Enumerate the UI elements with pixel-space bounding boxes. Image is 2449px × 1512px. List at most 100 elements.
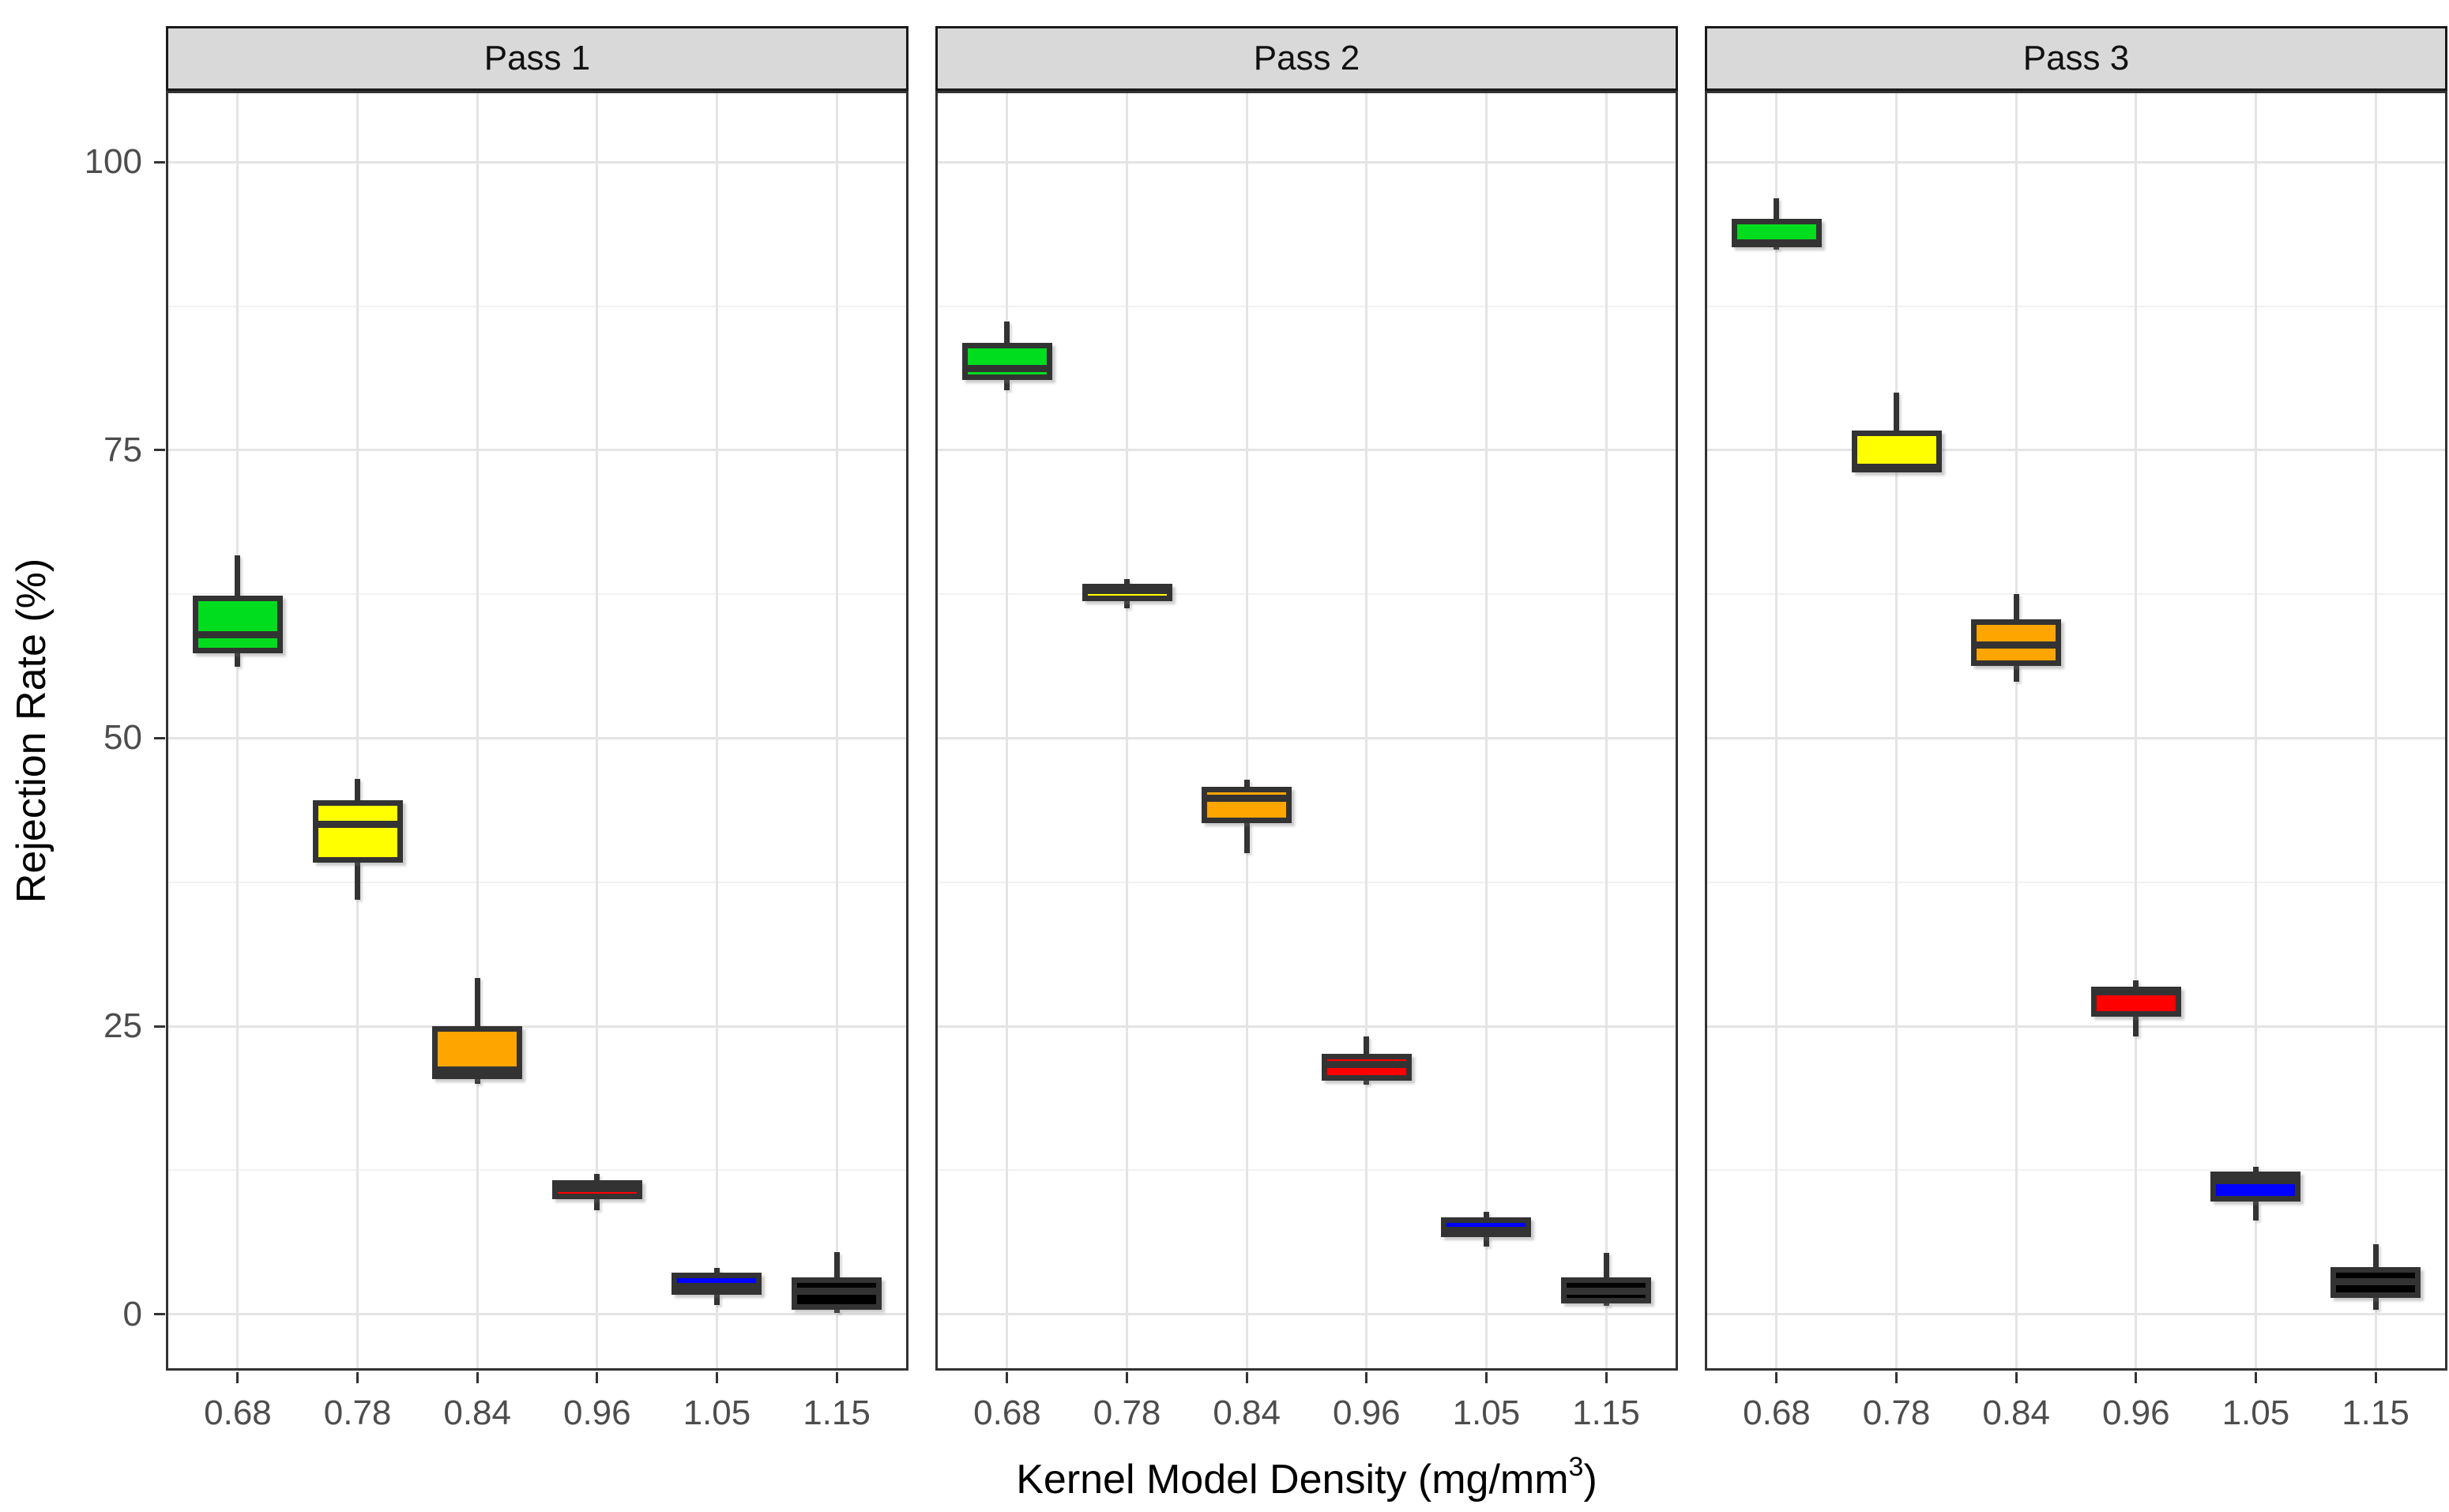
whisker-lower-0.84	[1243, 823, 1250, 854]
median-line-0.68	[1731, 239, 1822, 246]
x-tick-1.15	[2374, 1372, 2377, 1383]
median-line-0.78	[1851, 464, 1942, 472]
gridline-major-y0	[935, 1313, 1678, 1316]
x-tick-label-0.68: 0.68	[1743, 1394, 1811, 1432]
gridline-minor-y37.5	[166, 881, 908, 883]
gridline-major-x-1.05	[715, 91, 718, 1371]
whisker-lower-1.15	[833, 1309, 840, 1314]
facet-strip-label: Pass 3	[2022, 39, 2130, 77]
y-tick-25	[154, 1025, 165, 1028]
median-line-0.68	[961, 364, 1052, 372]
whisker-lower-0.96	[594, 1198, 600, 1211]
gridline-major-x-0.68	[1775, 91, 1778, 1371]
boxplot-box-0.68[interactable]	[192, 595, 283, 653]
median-line-1.05	[672, 1283, 762, 1291]
x-tick-label-0.84: 0.84	[1982, 1394, 2050, 1432]
gridline-major-x-0.78	[356, 91, 359, 1371]
x-tick-label-0.96: 0.96	[1332, 1394, 1401, 1432]
x-tick-1.05	[2254, 1372, 2257, 1383]
x-tick-label-1.05: 1.05	[2221, 1394, 2290, 1432]
whisker-lower-0.68	[1004, 379, 1010, 391]
gridline-minor-y12.5	[1705, 1169, 2447, 1172]
median-line-0.68	[192, 630, 283, 638]
median-line-0.78	[312, 821, 403, 829]
whisker-upper-1.15	[2372, 1243, 2379, 1267]
median-line-0.96	[551, 1185, 642, 1193]
gridline-major-y25	[1705, 1025, 2447, 1028]
panel-border-2	[935, 91, 1678, 1371]
gridline-major-y75	[166, 449, 908, 452]
gridline-major-y50	[935, 736, 1678, 739]
median-line-1.15	[792, 1287, 882, 1295]
gridline-major-x-0.78	[1126, 91, 1129, 1371]
boxplot-box-1.05[interactable]	[2210, 1171, 2301, 1202]
x-tick-0.68	[1775, 1372, 1778, 1383]
facet-strip-3: Pass 3	[1705, 26, 2447, 91]
whisker-upper-0.78	[1894, 393, 1900, 431]
x-axis-title-text: Kernel Model Density (mg/mm	[1016, 1457, 1569, 1503]
median-line-1.15	[2330, 1278, 2421, 1286]
median-line-0.96	[2090, 987, 2181, 995]
gridline-major-x-0.78	[1895, 91, 1898, 1371]
gridline-minor-y12.5	[935, 1169, 1678, 1172]
median-line-0.84	[1971, 641, 2062, 649]
gridline-major-x-0.96	[1365, 91, 1368, 1371]
y-tick-label-25: 25	[103, 1006, 142, 1045]
whisker-upper-1.05	[1483, 1211, 1489, 1218]
whisker-lower-1.05	[713, 1294, 720, 1305]
boxplot-box-0.78[interactable]	[312, 800, 403, 863]
y-tick-label-50: 50	[103, 718, 142, 758]
whisker-lower-0.84	[2013, 665, 2019, 683]
x-tick-label-1.15: 1.15	[803, 1394, 871, 1432]
whisker-lower-0.96	[1364, 1080, 1370, 1085]
x-tick-label-0.68: 0.68	[204, 1394, 272, 1432]
x-tick-label-0.68: 0.68	[973, 1394, 1041, 1432]
gridline-major-y25	[935, 1025, 1678, 1028]
whisker-upper-0.84	[1243, 779, 1250, 787]
gridline-minor-y37.5	[935, 881, 1678, 883]
whisker-upper-0.84	[474, 977, 480, 1026]
whisker-lower-1.05	[2252, 1201, 2259, 1221]
whisker-upper-0.68	[235, 555, 241, 596]
gridline-major-x-0.96	[2135, 91, 2138, 1371]
gridline-minor-y62.5	[935, 593, 1678, 596]
gridline-minor-y37.5	[1705, 881, 2447, 883]
gridline-major-y50	[1705, 736, 2447, 739]
x-tick-label-0.84: 0.84	[443, 1394, 511, 1432]
x-tick-1.15	[835, 1372, 838, 1383]
gridline-major-y50	[166, 736, 908, 739]
whisker-lower-1.15	[2372, 1298, 2379, 1310]
facet-strip-1: Pass 1	[166, 26, 908, 91]
x-tick-1.15	[1604, 1372, 1608, 1383]
whisker-lower-0.68	[235, 653, 241, 668]
gridline-major-x-0.96	[596, 91, 599, 1371]
whisker-upper-0.96	[2133, 980, 2139, 987]
boxplot-box-0.68[interactable]	[961, 343, 1052, 380]
x-tick-0.78	[1895, 1372, 1898, 1383]
y-tick-100	[154, 160, 165, 164]
whisker-upper-1.05	[2252, 1166, 2259, 1172]
y-tick-label-100: 100	[84, 142, 142, 182]
gridline-major-y100	[935, 160, 1678, 164]
whisker-lower-0.78	[1124, 600, 1130, 608]
x-tick-0.84	[1245, 1372, 1248, 1383]
y-tick-0	[154, 1313, 165, 1316]
gridline-major-y100	[166, 160, 908, 164]
whisker-upper-1.15	[833, 1251, 840, 1277]
gridline-minor-y62.5	[1705, 593, 2447, 596]
gridline-major-x-0.84	[476, 91, 479, 1371]
gridline-major-y25	[166, 1025, 908, 1028]
x-axis-title: Kernel Model Density (mg/mm3)	[166, 1452, 2447, 1503]
boxplot-box-0.84[interactable]	[1202, 786, 1292, 824]
facet-strip-label: Pass 2	[1253, 39, 1360, 77]
whisker-upper-1.15	[1603, 1253, 1609, 1277]
gridline-minor-y12.5	[166, 1169, 908, 1172]
whisker-lower-1.05	[1483, 1236, 1489, 1247]
y-tick-label-75: 75	[103, 430, 142, 469]
whisker-lower-0.78	[355, 862, 361, 900]
whisker-lower-1.15	[1603, 1303, 1609, 1307]
whisker-upper-0.68	[1774, 197, 1780, 219]
gridline-minor-y87.5	[1705, 305, 2447, 307]
gridline-major-x-1.05	[2254, 91, 2257, 1371]
